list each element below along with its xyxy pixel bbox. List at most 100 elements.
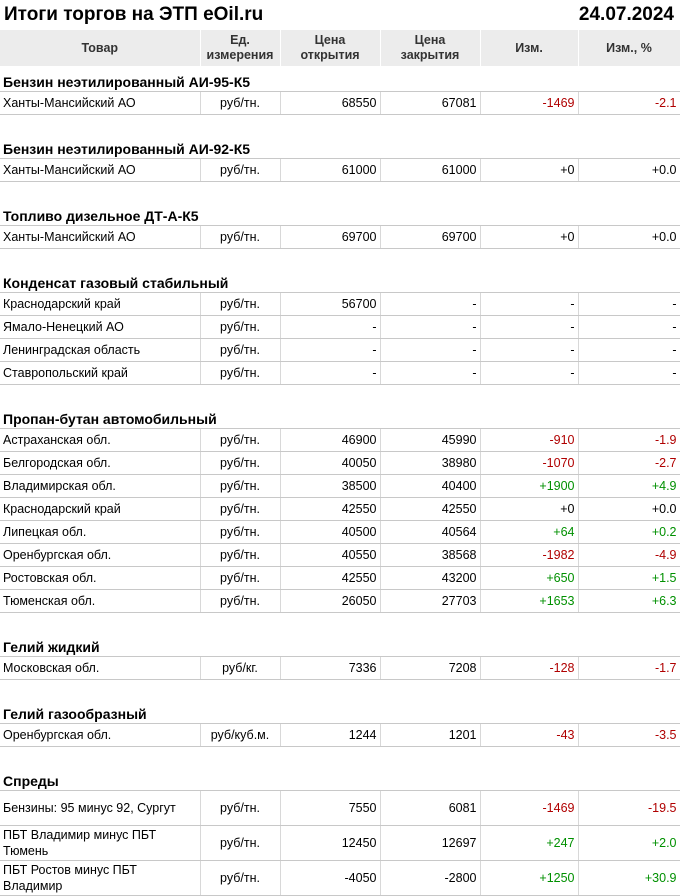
data-row: Ханты-Мансийский АО руб/тн. 61000 61000 +0 +0… [0,158,680,182]
unit-cell: руб/тн. [200,497,281,521]
data-row: Ленинградская область руб/тн. - - - - [0,338,680,362]
product-cell: Ростовская обл. [0,566,201,590]
section-row: Пропан-бутан автомобильный [0,403,680,429]
close-price-cell: 27703 [380,589,481,613]
product-cell: Ленинградская область [0,338,201,362]
spacer-cell [0,747,680,766]
change-cell: +650 [480,566,579,590]
change-percent-cell: - [578,315,680,339]
section-title: Пропан-бутан автомобильный [0,403,680,429]
unit-cell: руб/тн. [200,428,281,452]
column-header: Ед. измерения [200,30,281,66]
column-header-text: Цена открытия [300,33,360,62]
close-price-cell: 38980 [380,451,481,475]
spacer-cell [0,613,680,632]
data-row: Ханты-Мансийский АО руб/тн. 69700 69700 +0 +0… [0,225,680,249]
unit-cell: руб/тн. [200,520,281,544]
change-cell: +0 [480,225,579,249]
open-price-cell: - [280,361,381,385]
close-price-cell: 43200 [380,566,481,590]
change-cell: +1900 [480,474,579,498]
spacer-row [0,115,680,134]
data-row: Владимирская обл. руб/тн. 38500 40400 +1900 +… [0,474,680,498]
column-header: Товар [0,30,201,66]
section-row: Конденсат газовый стабильный [0,267,680,293]
data-row: Ханты-Мансийский АО руб/тн. 68550 67081 -146… [0,91,680,115]
header-row: Товар Ед. измерения Цена открытия Цена закр… [0,30,680,66]
title: Итоги торгов на ЭТП eOil.ru [4,4,264,25]
data-row: Московская обл. руб/кг. 7336 7208 -128 -1.7 [0,656,680,680]
change-cell: +247 [480,825,579,861]
unit-cell: руб/тн. [200,338,281,362]
open-price-cell: 40500 [280,520,381,544]
open-price-cell: - [280,315,381,339]
close-price-cell: 12697 [380,825,481,861]
product-cell: Бензины: 95 минус 92, Сургут [0,790,201,826]
unit-cell: руб/тн. [200,158,281,182]
change-percent-cell: -2.7 [578,451,680,475]
change-percent-cell: -1.9 [578,428,680,452]
close-price-cell: 67081 [380,91,481,115]
results-table: Товар Ед. измерения Цена открытия Цена закр… [0,30,680,896]
section-title: Конденсат газовый стабильный [0,267,680,293]
spacer-cell [0,182,680,201]
open-price-cell: 40550 [280,543,381,567]
open-price-cell: - [280,338,381,362]
section-row: Топливо дизельное ДТ-А-К5 [0,200,680,226]
section-row: Спреды [0,765,680,791]
change-cell: -1469 [480,790,579,826]
change-percent-cell: -19.5 [578,790,680,826]
column-header-text: Товар [81,40,119,55]
unit-cell: руб/тн. [200,292,281,316]
spacer-row [0,385,680,404]
change-percent-cell: +0.0 [578,158,680,182]
open-price-cell: 42550 [280,497,381,521]
change-cell: - [480,361,579,385]
unit-cell: руб/куб.м. [200,723,281,747]
unit-cell: руб/тн. [200,451,281,475]
data-row: Ямало-Ненецкий АО руб/тн. - - - - [0,315,680,339]
spacer-row [0,680,680,699]
column-header: Цена открытия [280,30,381,66]
change-cell: - [480,338,579,362]
change-cell: +0 [480,158,579,182]
section-title: Спреды [0,765,680,791]
product-cell: Ханты-Мансийский АО [0,158,201,182]
change-percent-cell: - [578,292,680,316]
close-price-cell: 38568 [380,543,481,567]
change-percent-cell: +0.0 [578,225,680,249]
data-row: Оренбургская обл. руб/тн. 40550 38568 -1982-… [0,543,680,567]
product-cell: Тюменская обл. [0,589,201,613]
data-row: ПБТ Владимир минус ПБТ Тюмень руб/тн. 1245… [0,825,680,861]
product-cell: Ямало-Ненецкий АО [0,315,201,339]
column-header: Изм. [480,30,579,66]
data-row: Тюменская обл. руб/тн. 26050 27703 +1653 +6.3 [0,589,680,613]
spacer-cell [0,680,680,699]
column-header: Цена закрытия [380,30,481,66]
spacer-cell [0,115,680,134]
unit-cell: руб/тн. [200,589,281,613]
change-percent-cell: -4.9 [578,543,680,567]
section-row: Гелий газообразный [0,698,680,724]
change-cell: +1250 [480,860,579,896]
change-cell: -1469 [480,91,579,115]
open-price-cell: 40050 [280,451,381,475]
column-header: Изм., % [578,30,680,66]
unit-cell: руб/тн. [200,825,281,861]
page: eOil html, body { margin: 0; padding: 0;… [0,4,680,896]
unit-cell: руб/тн. [200,474,281,498]
product-cell: Ставропольский край [0,361,201,385]
open-price-cell: -4050 [280,860,381,896]
open-price-cell: 7550 [280,790,381,826]
open-price-cell: 38500 [280,474,381,498]
close-price-cell: - [380,292,481,316]
data-row: Краснодарский край руб/тн. 42550 42550 +0 +0.… [0,497,680,521]
close-price-cell: 7208 [380,656,481,680]
data-row: Липецкая обл. руб/тн. 40500 40564 +64 +0.2 [0,520,680,544]
open-price-cell: 46900 [280,428,381,452]
unit-cell: руб/тн. [200,860,281,896]
change-cell: -128 [480,656,579,680]
close-price-cell: 45990 [380,428,481,452]
unit-cell: руб/тн. [200,225,281,249]
open-price-cell: 26050 [280,589,381,613]
